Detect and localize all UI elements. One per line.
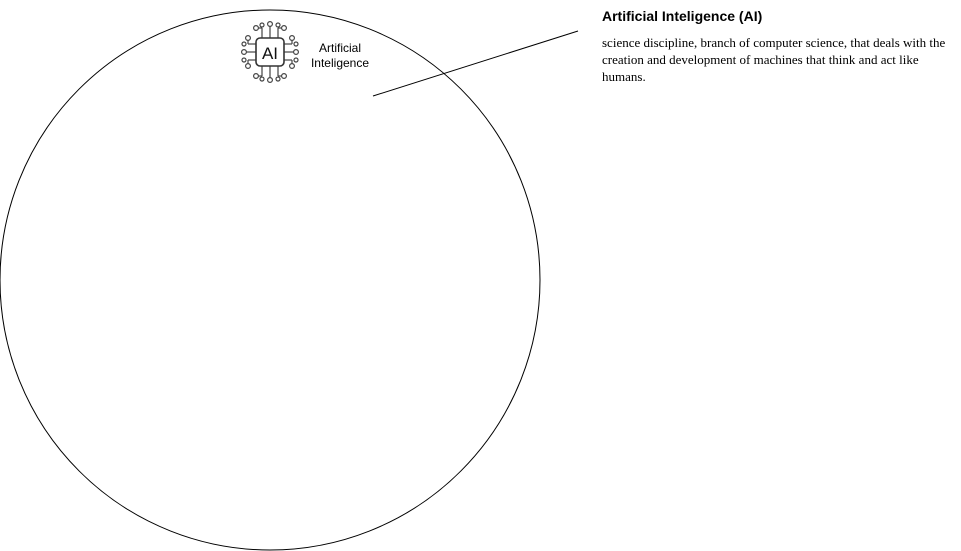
callout-title: Artificial Inteligence (AI) [602,8,763,24]
circle-label: Artificial Inteligence [310,41,370,70]
chip-icon-text: AI [262,44,278,63]
callout-body: science discipline, branch of computer s… [602,35,946,84]
ai-circle [0,9,541,551]
ai-chip-icon: AI [241,21,300,83]
callout-connector-line [372,30,579,97]
